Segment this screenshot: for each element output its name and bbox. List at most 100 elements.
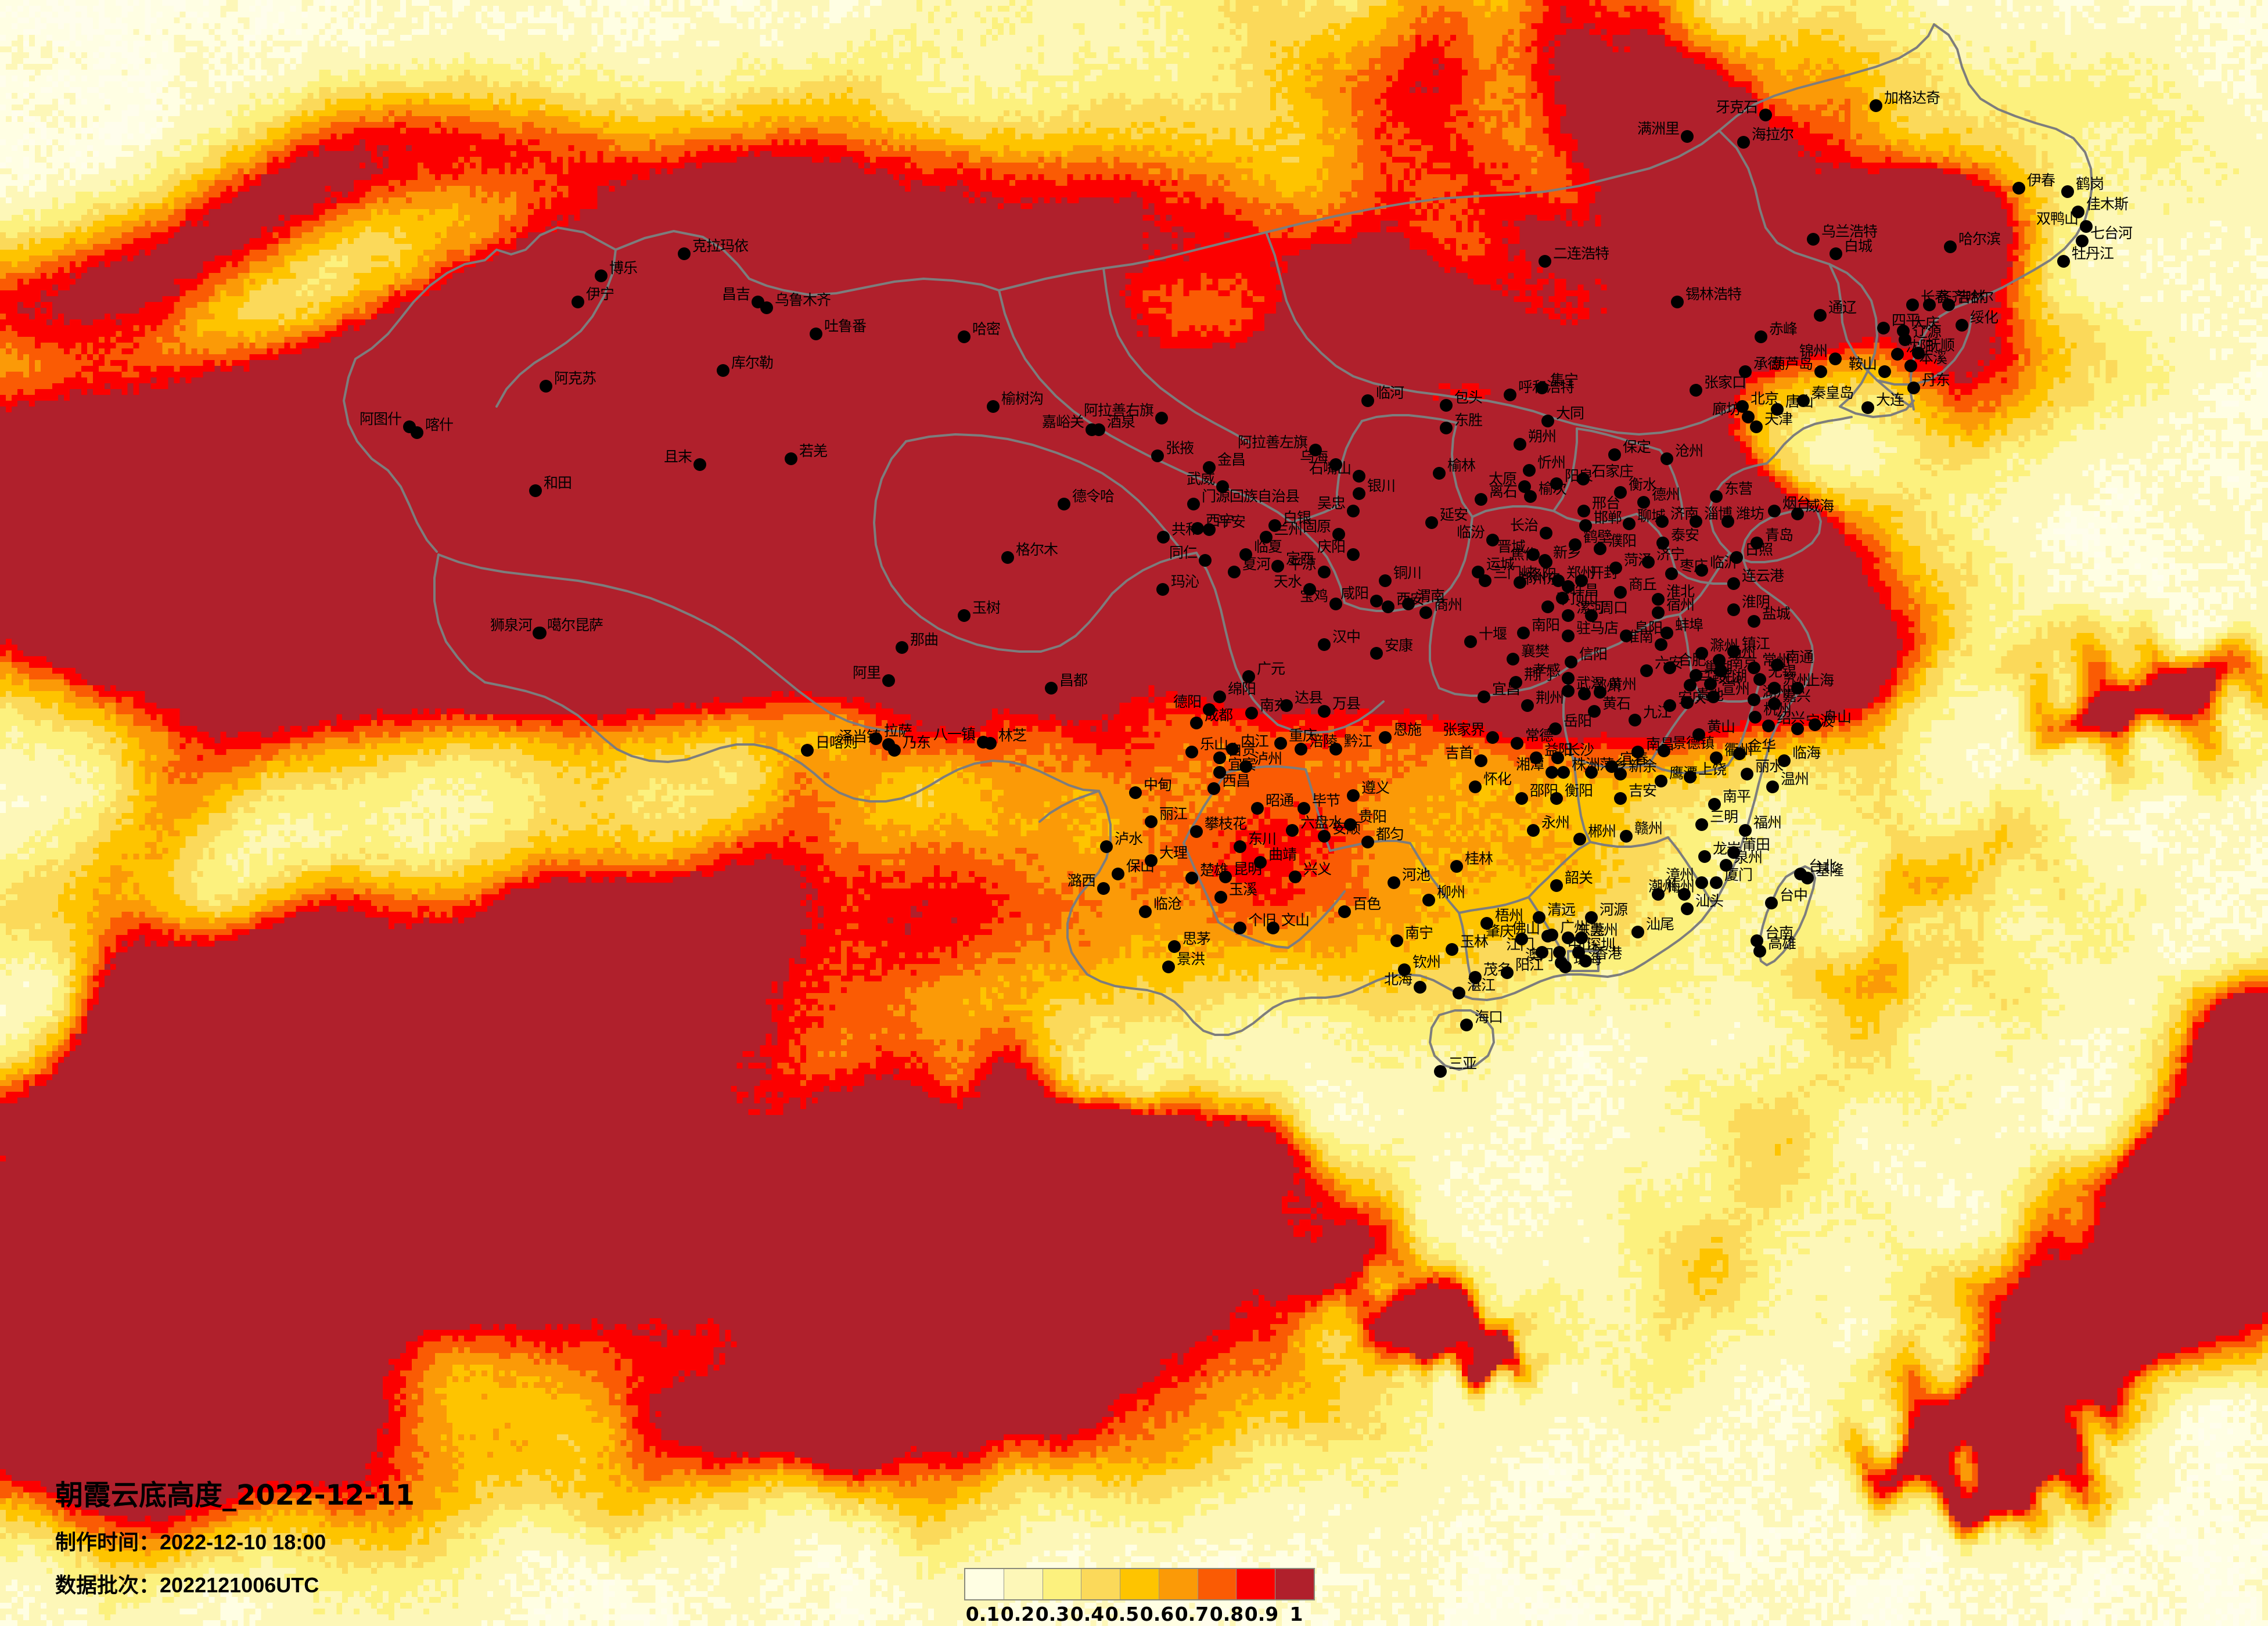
city-label: 内江 <box>1241 733 1269 750</box>
city-dot-icon <box>1469 971 1482 984</box>
city-dot-icon <box>1814 365 1827 378</box>
city-label: 澳门 <box>1525 947 1554 963</box>
city-label: 平安 <box>1217 513 1246 530</box>
city-label: 林芝 <box>998 727 1027 744</box>
city-label: 伊宁 <box>586 286 614 303</box>
city-dot-icon <box>1203 703 1216 716</box>
city-label: 南昌 <box>1646 736 1674 753</box>
city-dot-icon <box>693 458 706 471</box>
city-label: 临夏 <box>1254 538 1282 555</box>
city-dot-icon <box>1684 679 1696 692</box>
city-label: 台南 <box>1765 924 1793 941</box>
city-label: 门源回族自治县 <box>1202 488 1300 505</box>
city-label: 七台河 <box>2090 225 2133 242</box>
city-label: 玉溪 <box>1229 881 1257 898</box>
city-label: 盐城 <box>1762 605 1791 622</box>
city-dot-icon <box>1720 859 1733 872</box>
city-dot-icon <box>1681 902 1694 915</box>
city-label: 乃东 <box>903 734 931 751</box>
city-dot-icon <box>1640 664 1653 677</box>
city-dot-icon <box>1552 574 1565 587</box>
city-dot-icon <box>1942 298 1955 311</box>
city-dot-icon <box>1741 768 1753 780</box>
city-label: 银川 <box>1367 477 1396 494</box>
city-dot-icon <box>1388 876 1400 889</box>
city-dot-icon <box>1695 647 1708 660</box>
city-dot-icon <box>1234 922 1246 934</box>
city-dot-icon <box>1286 824 1299 837</box>
city-label: 大庆 <box>1911 315 1940 332</box>
city-dot-icon <box>1577 473 1590 485</box>
city-dot-icon <box>1511 737 1523 750</box>
city-dot-icon <box>1370 595 1383 607</box>
city-dot-icon <box>1550 879 1563 892</box>
city-dot-icon <box>1692 728 1705 741</box>
city-label: 青岛 <box>1765 527 1793 544</box>
city-label: 重庆 <box>1289 727 1317 744</box>
city-dot-icon <box>1145 854 1158 867</box>
city-dot-icon <box>1749 711 1762 724</box>
city-label: 濮阳 <box>1608 533 1637 549</box>
city-dot-icon <box>1690 384 1702 397</box>
city-dot-icon <box>1569 538 1582 551</box>
city-label: 平凉 <box>1288 556 1317 573</box>
city-dot-icon <box>1585 766 1598 779</box>
city-label: 潮州 <box>1648 878 1677 895</box>
city-label: 达县 <box>1295 689 1323 706</box>
city-dot-icon <box>1807 233 1820 246</box>
city-dot-icon <box>678 247 691 260</box>
city-dot-icon <box>1594 542 1606 555</box>
city-dot-icon <box>1475 754 1487 767</box>
colorbar-swatch-3 <box>1043 1569 1082 1599</box>
city-dot-icon <box>1347 505 1360 517</box>
city-label: 合肥 <box>1678 652 1706 668</box>
city-label: 荆门 <box>1524 666 1552 683</box>
city-label: 泰安 <box>1671 527 1699 544</box>
city-label: 连云港 <box>1742 567 1784 584</box>
city-dot-icon <box>1891 348 1904 361</box>
city-dot-icon <box>1656 515 1669 528</box>
city-label: 六盘水 <box>1300 814 1343 831</box>
city-label: 临海 <box>1792 744 1821 761</box>
city-dot-icon <box>1344 818 1357 831</box>
city-dot-icon <box>1797 394 1810 407</box>
city-label: 本溪 <box>1919 350 1947 366</box>
city-label: 济宁 <box>1656 546 1685 563</box>
city-dot-icon <box>1656 537 1669 549</box>
city-dot-icon <box>1434 1065 1447 1078</box>
city-label: 咸阳 <box>1340 585 1369 602</box>
city-dot-icon <box>1553 946 1566 959</box>
city-dot-icon <box>1347 789 1360 802</box>
city-label: 永州 <box>1541 814 1570 831</box>
city-label: 格尔木 <box>1016 541 1058 558</box>
city-dot-icon <box>1045 682 1058 695</box>
colorbar-tick-0.7: 0.7 <box>1174 1603 1209 1625</box>
city-label: 东营 <box>1724 480 1753 497</box>
city-dot-icon <box>1609 562 1622 574</box>
city-dot-icon <box>1579 519 1592 532</box>
city-label: 长沙 <box>1566 742 1594 758</box>
city-dot-icon <box>1517 627 1530 639</box>
city-label: 岳阳 <box>1563 713 1592 729</box>
city-dot-icon <box>1710 751 1723 764</box>
city-label: 茂名 <box>1483 961 1512 978</box>
city-label: 泽当镇 <box>838 728 881 745</box>
city-dot-icon <box>1370 647 1383 660</box>
batch-value: 2022121006UTC <box>160 1573 319 1597</box>
city-label: 万县 <box>1332 695 1361 712</box>
city-dot-icon <box>1214 891 1227 904</box>
city-label: 昆明 <box>1234 861 1262 877</box>
city-dot-icon <box>1527 824 1540 837</box>
city-label: 遵义 <box>1361 779 1390 796</box>
city-label: 无锡 <box>1768 663 1796 680</box>
city-dot-icon <box>1268 519 1281 532</box>
city-dot-icon <box>1727 846 1740 859</box>
city-dot-icon <box>1440 399 1453 412</box>
city-label: 昌吉 <box>721 286 750 303</box>
city-dot-icon <box>1234 840 1246 853</box>
city-dot-icon <box>1190 717 1203 729</box>
city-label: 辽源 <box>1913 323 1942 340</box>
city-dot-icon <box>1562 931 1575 944</box>
city-dot-icon <box>1187 498 1200 510</box>
city-dot-icon <box>1509 676 1522 689</box>
